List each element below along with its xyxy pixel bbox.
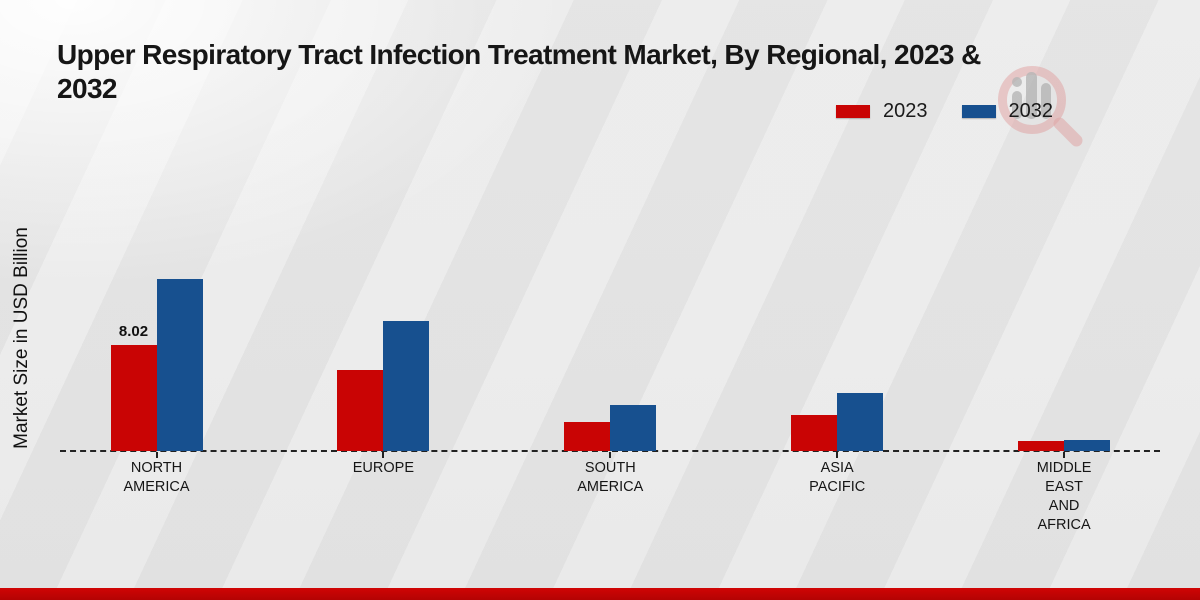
logo-bar-icon [1026,72,1037,119]
category-label: MIDDLE EAST AND AFRICA [1036,460,1092,533]
legend-item-2032: 2032 [961,100,1054,123]
axis-tick [609,452,612,458]
legend-label-2023: 2023 [883,100,928,122]
axis-tick [155,452,158,458]
logo-bar-icon [1041,83,1051,119]
axis-tick [1063,452,1066,458]
bar-2023 [110,345,157,451]
bar-2032 [383,320,430,451]
axis-tick [836,452,839,458]
legend-item-2023: 2023 [836,100,928,123]
category-label: NORTH AMERICA [123,460,190,495]
category-label: SOUTH AMERICA [577,460,644,495]
chart-title-line-1: Upper Respiratory Tract Infection Treatm… [57,39,981,70]
category-label: ASIA PACIFIC [809,460,866,495]
chart-title: Upper Respiratory Tract Infection Treatm… [57,38,1142,106]
magnifier-ring-icon [998,66,1066,134]
bar-2032 [837,392,884,451]
x-axis-baseline [60,450,1160,452]
category-label: EUROPE [352,460,415,476]
bar-2023 [337,370,384,451]
logo-bar-icon [1012,91,1022,119]
bar-2032 [1064,439,1111,451]
bar-2032 [156,279,203,451]
axis-tick [382,452,385,458]
legend-label-2032: 2032 [1008,100,1054,122]
chart-title-line-2: 2032 [57,73,117,104]
bar-2023 [1018,441,1065,451]
bar-value-label: 8.02 [118,323,149,341]
legend-swatch-2023 [836,105,870,118]
bar-2032 [610,404,657,451]
bar-2023 [791,414,838,451]
footer-stripe [0,588,1200,600]
bar-2023 [564,421,611,451]
legend: 2023 2032 [836,100,1053,123]
legend-swatch-2032 [961,105,996,118]
logo-dot-icon [1012,77,1022,87]
